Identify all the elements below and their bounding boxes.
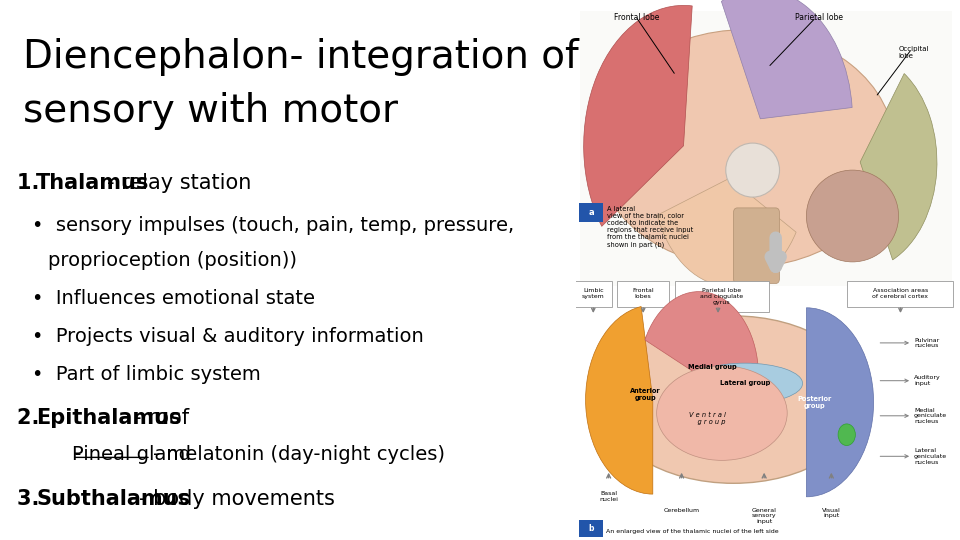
FancyBboxPatch shape [580, 11, 952, 286]
Text: - body movements: - body movements [139, 489, 335, 509]
Text: Pulvinar
nucleus: Pulvinar nucleus [914, 338, 939, 348]
Text: - relay station: - relay station [107, 173, 251, 193]
Text: Subthalamus: Subthalamus [36, 489, 190, 509]
Text: Anterior
group: Anterior group [630, 388, 660, 401]
Text: proprioception (position)): proprioception (position)) [48, 251, 297, 270]
Text: Frontal
lobes: Frontal lobes [633, 288, 654, 299]
Text: Frontal lobe: Frontal lobe [614, 14, 660, 23]
FancyBboxPatch shape [575, 281, 612, 307]
Text: Cerebellum: Cerebellum [663, 508, 700, 512]
Wedge shape [721, 0, 852, 119]
Text: •  Part of limbic system: • Part of limbic system [32, 364, 260, 383]
Text: An enlarged view of the thalamic nuclei of the left side: An enlarged view of the thalamic nuclei … [606, 529, 779, 534]
Text: Diencephalon- integration of: Diencephalon- integration of [23, 38, 579, 76]
Text: Pineal gland: Pineal gland [72, 446, 191, 464]
Text: Lateral
geniculate
nucleus: Lateral geniculate nucleus [914, 448, 948, 464]
Text: •  Influences emotional state: • Influences emotional state [32, 289, 315, 308]
Text: Parietal lobe
and cingulate
gyrus: Parietal lobe and cingulate gyrus [701, 288, 743, 305]
Text: Parietal lobe: Parietal lobe [795, 14, 843, 23]
Text: V e n t r a l
    g r o u p: V e n t r a l g r o u p [689, 412, 726, 425]
Text: Posterior
group: Posterior group [797, 396, 831, 409]
Text: Basal
nuclei: Basal nuclei [599, 491, 618, 502]
Ellipse shape [726, 143, 780, 197]
Text: 3.: 3. [17, 489, 47, 509]
Text: b: b [588, 524, 593, 533]
Text: Limbic
system: Limbic system [582, 288, 605, 299]
Text: 2.: 2. [17, 408, 47, 428]
Text: Occipital
lobe: Occipital lobe [899, 46, 929, 59]
Text: •  Projects visual & auditory information: • Projects visual & auditory information [32, 327, 423, 346]
Text: 1.: 1. [17, 173, 47, 193]
FancyBboxPatch shape [733, 208, 780, 284]
Text: Thalamus: Thalamus [36, 173, 150, 193]
Text: sensory with motor: sensory with motor [23, 92, 398, 130]
Wedge shape [806, 308, 874, 497]
Text: Auditory
input: Auditory input [914, 375, 941, 386]
Wedge shape [584, 5, 692, 226]
Text: - melatonin (day-night cycles): - melatonin (day-night cycles) [153, 446, 444, 464]
FancyBboxPatch shape [579, 203, 603, 222]
Wedge shape [860, 73, 937, 260]
Text: Lateral group: Lateral group [720, 380, 770, 387]
Text: Medial
geniculate
nucleus: Medial geniculate nucleus [914, 408, 948, 424]
Ellipse shape [806, 170, 899, 262]
Text: A lateral
view of the brain, color
coded to indicate the
regions that receive in: A lateral view of the brain, color coded… [607, 206, 693, 248]
Text: •  sensory impulses (touch, pain, temp, pressure,: • sensory impulses (touch, pain, temp, p… [32, 216, 514, 235]
FancyBboxPatch shape [617, 281, 669, 307]
Wedge shape [658, 178, 796, 286]
Text: Epithalamus: Epithalamus [36, 408, 181, 428]
FancyBboxPatch shape [579, 520, 603, 537]
Ellipse shape [603, 316, 864, 483]
Wedge shape [586, 307, 653, 494]
Ellipse shape [838, 424, 855, 446]
Text: General
sensory
input: General sensory input [752, 508, 777, 524]
Wedge shape [645, 292, 758, 375]
Text: -: - [43, 446, 82, 464]
Text: a: a [588, 208, 594, 217]
FancyBboxPatch shape [848, 281, 953, 307]
Ellipse shape [595, 30, 895, 267]
FancyBboxPatch shape [675, 281, 769, 312]
Text: Visual
input: Visual input [822, 508, 841, 518]
Text: Medial group: Medial group [688, 364, 736, 370]
Ellipse shape [657, 366, 787, 460]
Text: Association areas
of cerebral cortex: Association areas of cerebral cortex [873, 288, 928, 299]
Text: - roof: - roof [133, 408, 189, 428]
Ellipse shape [687, 363, 803, 404]
